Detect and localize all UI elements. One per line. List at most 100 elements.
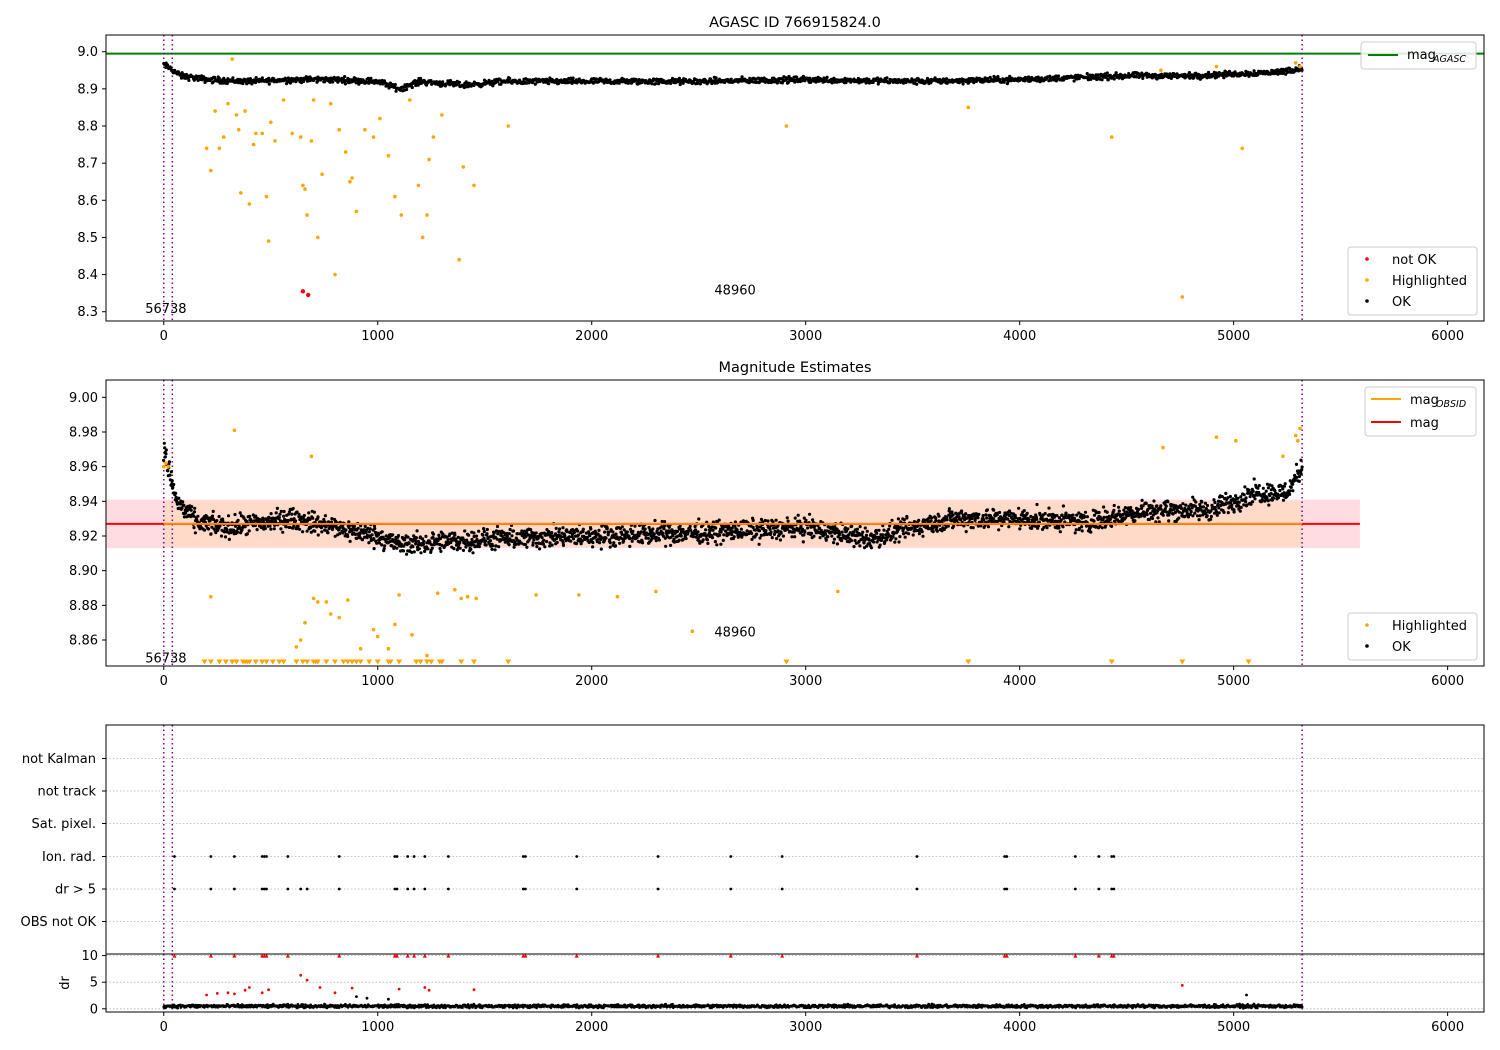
ion-rad-flag-point (1110, 855, 1114, 858)
mid-ok-point (301, 530, 305, 534)
top-ok-point (678, 82, 682, 87)
dr5-flag-point (265, 887, 268, 891)
top-ok-point (1072, 79, 1076, 83)
top-highlighted-point (239, 191, 243, 195)
top-ok-point (231, 76, 235, 80)
mid-ok-point (631, 529, 635, 533)
mid-ok-point (166, 469, 170, 473)
mid-ok-point (326, 531, 330, 535)
mid-ok-point (863, 538, 867, 542)
mid-ok-point (1191, 495, 1195, 499)
mid-ok-point (721, 538, 725, 543)
mid-ok-point (579, 542, 583, 546)
top-annotation: 56738 (145, 302, 186, 317)
mid-ok-point (430, 546, 434, 550)
mid-xtick-label: 4000 (1003, 674, 1036, 689)
mid-ok-point (1247, 488, 1251, 492)
mid-ok-point (477, 545, 481, 549)
mid-ok-point (1027, 517, 1031, 521)
mid-ok-point (217, 514, 221, 519)
mid-ok-point (872, 540, 876, 544)
top-ok-point (653, 82, 658, 86)
mid-ok-point (622, 528, 626, 532)
mid-ok-point (475, 537, 479, 542)
mid-ok-point (625, 530, 629, 534)
mid-ok-point (1248, 495, 1252, 499)
mid-ok-point (169, 470, 173, 474)
dr-ok-point (236, 1002, 240, 1006)
legend-subscript-obsid: OBSID (1436, 399, 1466, 410)
mid-ok-point (255, 528, 259, 532)
mid-ok-point (1144, 501, 1148, 505)
mid-ok-point (917, 518, 921, 523)
mid-ok-point (928, 526, 933, 530)
mid-ok-point (437, 533, 441, 537)
mid-ok-point (1272, 496, 1276, 500)
mid-ok-point (424, 534, 428, 539)
mid-ok-point (660, 519, 664, 524)
mid-ok-point (633, 524, 637, 528)
mid-ok-point (1186, 515, 1190, 519)
mid-highlighted-point (459, 596, 464, 601)
top-ok-point (677, 76, 682, 80)
mid-ok-point (1150, 504, 1154, 508)
mid-ok-point (1098, 524, 1102, 528)
mid-ok-point (1153, 508, 1157, 512)
mid-ok-point (894, 537, 898, 541)
mid-highlighted-point (324, 600, 329, 604)
mid-ok-point (316, 515, 320, 519)
mid-ok-point (261, 520, 265, 524)
mid-ok-point (193, 506, 197, 510)
flag-category-label: dr > 5 (55, 883, 96, 898)
top-highlighted-point (440, 113, 444, 117)
mid-highlighted-point (690, 629, 695, 634)
mid-ok-point (921, 534, 925, 538)
mid-ok-point (361, 531, 366, 535)
mid-ok-point (875, 531, 879, 535)
mid-ok-point (323, 528, 327, 532)
mid-highlighted-point (1281, 454, 1285, 459)
mid-ok-point (1209, 514, 1213, 519)
mid-ok-point (376, 533, 381, 537)
top-ok-point (196, 78, 200, 82)
mid-ok-point (507, 532, 511, 536)
mid-ok-point (235, 530, 240, 534)
mid-ok-point (1282, 484, 1287, 488)
mid-lower-limit-marker (293, 659, 300, 665)
ion-rad-flag-point (656, 855, 660, 858)
mid-ok-point (172, 482, 176, 487)
mid-ok-point (770, 536, 774, 540)
mid-ok-point (1014, 516, 1018, 520)
top-highlighted-point (234, 113, 239, 117)
top-ok-point (1085, 72, 1089, 76)
mid-ok-point (1167, 519, 1171, 523)
mid-ok-point (1201, 513, 1205, 517)
mid-ok-point (189, 508, 193, 512)
top-ytick-label: 8.9 (77, 82, 98, 97)
ion-rad-flag-point (262, 855, 266, 858)
top-highlighted-point (506, 124, 511, 128)
mid-ok-point (1232, 508, 1236, 512)
mid-ok-point (545, 539, 549, 544)
top-highlighted-point (230, 57, 234, 61)
mid-ok-point (785, 516, 789, 520)
mid-ok-point (736, 535, 740, 539)
mid-ok-point (970, 516, 974, 521)
mid-ok-point (1164, 504, 1168, 508)
mid-ok-point (643, 527, 647, 531)
mid-ok-point (1230, 503, 1234, 507)
dr-ok-point (323, 1003, 327, 1006)
top-ok-point (825, 75, 829, 79)
top-highlighted-point (273, 139, 277, 143)
mid-ok-point (1043, 511, 1047, 516)
ion-rad-flag-point (575, 855, 579, 858)
top-ok-point (367, 81, 371, 85)
mid-ok-point (942, 518, 947, 522)
ion-rad-flag-point (915, 855, 919, 858)
mid-ok-point (696, 530, 700, 534)
legend-label-mag: mag (1410, 416, 1439, 431)
mid-ok-point (215, 519, 219, 523)
top-ok-point (1005, 76, 1009, 80)
mid-ok-point (494, 544, 498, 548)
mid-ok-point (660, 525, 664, 529)
